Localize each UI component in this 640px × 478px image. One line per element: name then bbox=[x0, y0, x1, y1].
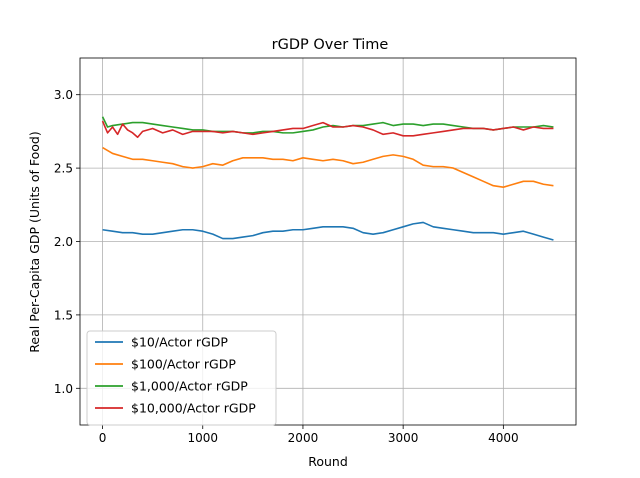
y-tick-label: 3.0 bbox=[54, 88, 73, 102]
x-tick-label: 3000 bbox=[388, 431, 419, 445]
legend-label: $1,000/Actor rGDP bbox=[131, 379, 248, 394]
legend-label: $10/Actor rGDP bbox=[131, 335, 228, 350]
x-tick-label: 4000 bbox=[488, 431, 519, 445]
y-axis-ticks: 1.0 1.5 2.0 2.5 3.0 bbox=[54, 88, 80, 396]
series-line-4 bbox=[101, 120, 554, 139]
x-tick-label: 2000 bbox=[288, 431, 319, 445]
series-line-2 bbox=[102, 146, 554, 188]
series-line-1 bbox=[102, 221, 554, 241]
x-tick-label: 0 bbox=[99, 431, 107, 445]
x-tick-label: 1000 bbox=[187, 431, 218, 445]
legend-label: $10,000/Actor rGDP bbox=[131, 401, 256, 416]
x-axis-ticks: 0 1000 2000 3000 4000 bbox=[99, 425, 519, 445]
y-tick-label: 1.0 bbox=[54, 382, 73, 396]
series-layer bbox=[101, 116, 554, 241]
chart-title: rGDP Over Time bbox=[272, 37, 389, 53]
y-tick-label: 2.0 bbox=[54, 235, 73, 249]
y-axis-label: Real Per-Capita GDP (Units of Food) bbox=[27, 131, 42, 352]
x-axis-label: Round bbox=[308, 454, 348, 469]
y-tick-label: 2.5 bbox=[54, 162, 73, 176]
legend: $10/Actor rGDP $100/Actor rGDP $1,000/Acto… bbox=[86, 330, 277, 426]
y-tick-label: 1.5 bbox=[54, 308, 73, 322]
legend-label: $100/Actor rGDP bbox=[131, 357, 236, 372]
legend-box bbox=[86, 330, 277, 426]
